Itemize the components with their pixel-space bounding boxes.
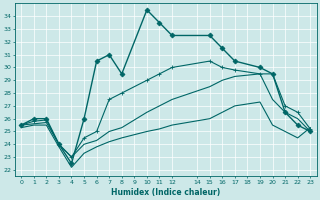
X-axis label: Humidex (Indice chaleur): Humidex (Indice chaleur) [111,188,220,197]
